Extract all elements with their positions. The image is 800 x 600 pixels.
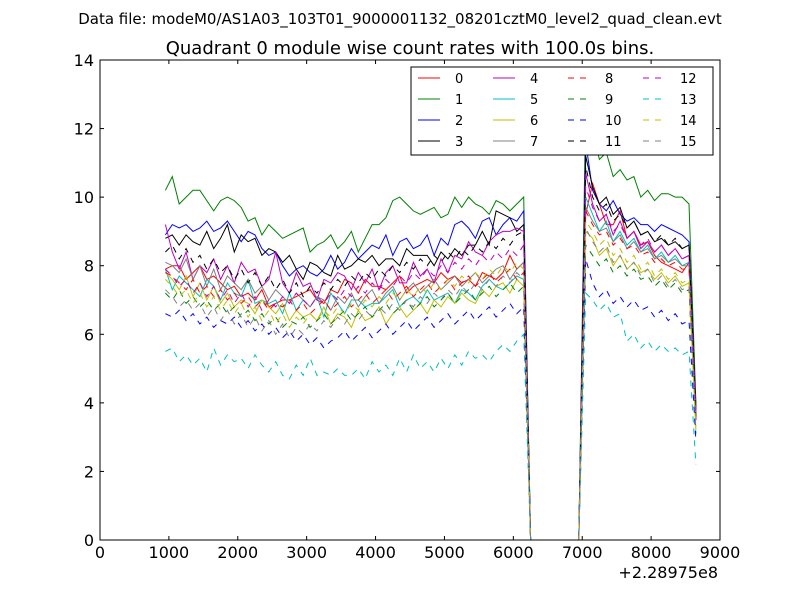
series-line-15 (165, 227, 697, 541)
series-line-13 (165, 291, 697, 541)
series-line-10 (165, 258, 697, 541)
x-tick-label: 8000 (631, 543, 672, 562)
plot-frame (99, 59, 721, 541)
series-line-7 (165, 207, 697, 541)
legend-label-9: 9 (605, 93, 613, 108)
x-tick-label: 3000 (286, 543, 327, 562)
x-tick-label: 6000 (493, 543, 534, 562)
legend-label-0: 0 (455, 72, 463, 87)
legend-label-8: 8 (605, 72, 613, 87)
x-tick-label: 2000 (217, 543, 258, 562)
figure-suptitle: Data file: modeM0/AS1A03_103T01_90000011… (78, 10, 722, 29)
series-line-2 (164, 142, 697, 541)
y-tick-label: 8 (84, 257, 94, 276)
legend-label-15: 15 (680, 135, 697, 150)
plot-lines (164, 104, 697, 541)
x-tick-label: 4000 (355, 543, 396, 562)
series-line-4 (164, 172, 697, 541)
legend-label-5: 5 (530, 93, 538, 108)
series-line-8 (165, 210, 697, 541)
series-line-14 (165, 219, 697, 541)
x-tick-label: 0 (95, 543, 105, 562)
legend-label-1: 1 (455, 93, 463, 108)
x-tick-label: 5000 (424, 543, 465, 562)
legend-label-7: 7 (530, 135, 538, 150)
y-tick-label: 10 (74, 188, 94, 207)
y-tick-label: 12 (74, 120, 94, 139)
x-tick-label: 7000 (562, 543, 603, 562)
series-line-9 (165, 243, 697, 541)
y-tick-label: 2 (84, 462, 94, 481)
y-tick-label: 6 (84, 325, 94, 344)
legend-label-13: 13 (680, 93, 697, 108)
series-line-12 (165, 186, 697, 541)
y-tick-label: 4 (84, 394, 94, 413)
x-tick-label: 1000 (149, 543, 190, 562)
legend-label-3: 3 (455, 135, 463, 150)
x-tick-label: 9000 (700, 543, 741, 562)
x-offset-label: +2.28975e8 (618, 563, 718, 582)
series-line-6 (165, 230, 697, 541)
series-line-11 (165, 166, 697, 541)
y-tick-label: 0 (84, 531, 94, 550)
legend-label-2: 2 (455, 114, 463, 129)
legend-label-11: 11 (605, 135, 622, 150)
y-tick-label: 14 (74, 51, 94, 70)
legend-box (410, 66, 714, 156)
series-line-0 (165, 181, 697, 541)
legend-label-10: 10 (605, 114, 622, 129)
series-line-3 (165, 155, 697, 541)
legend-label-12: 12 (680, 72, 697, 87)
series-line-1 (164, 104, 697, 541)
legend-label-6: 6 (530, 114, 538, 129)
legend-label-4: 4 (530, 72, 538, 87)
x-axis: 0 1000 2000 3000 4000 5000 6000 7000 8000 9000 (95, 60, 740, 562)
legend-label-14: 14 (680, 114, 697, 129)
series-line-5 (164, 196, 697, 541)
chart-title: Quadrant 0 module wise count rates with … (166, 38, 655, 59)
